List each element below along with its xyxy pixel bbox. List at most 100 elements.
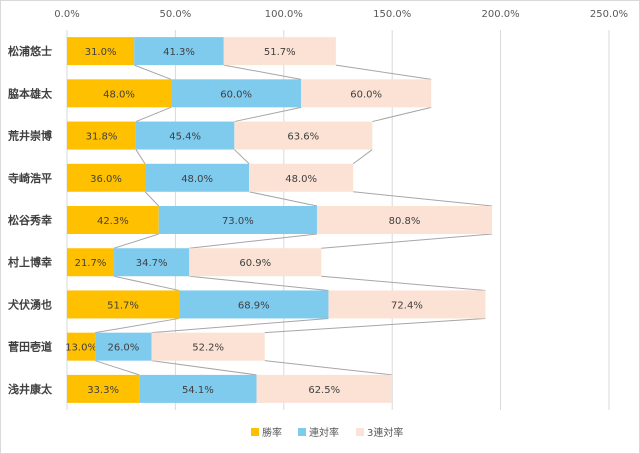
bar-segment [135, 121, 235, 150]
data-label: 34.7% [136, 258, 168, 269]
data-label: 60.0% [220, 89, 252, 100]
series-line [113, 233, 159, 249]
series-line [135, 106, 172, 123]
bar-segment [67, 37, 135, 66]
data-label: 48.0% [103, 89, 135, 100]
x-tick-label: 0.0% [54, 9, 79, 20]
x-tick-label: 150.0% [373, 9, 411, 20]
legend-label: 勝率 [262, 426, 282, 439]
legend-swatch [298, 428, 306, 436]
series-line [249, 191, 318, 207]
bar-segment [158, 206, 317, 234]
bar-segment [171, 79, 302, 108]
data-label: 48.0% [181, 174, 213, 185]
series-line [353, 191, 493, 207]
data-label: 62.5% [308, 385, 340, 396]
series-line [189, 233, 318, 249]
category-label: 脇本雄太 [8, 86, 53, 100]
x-tick-label: 200.0% [482, 9, 520, 20]
bar-segment [139, 374, 257, 403]
bar-segment [316, 206, 493, 234]
bar-segment [67, 121, 136, 150]
category-label: 犬伏湧也 [8, 297, 52, 311]
data-label: 41.3% [163, 47, 195, 58]
series-line [95, 360, 140, 376]
data-label: 72.4% [391, 300, 423, 311]
series-line [113, 275, 180, 291]
data-label: 31.8% [86, 132, 118, 143]
series-line [264, 317, 486, 334]
data-label: 13.0% [65, 343, 97, 354]
series-line [335, 64, 432, 80]
bar-segment [67, 290, 180, 319]
bar-segment [134, 37, 224, 66]
bar-segment [179, 290, 329, 319]
series-line [372, 106, 432, 123]
series-line [151, 317, 329, 334]
data-label: 80.8% [389, 216, 421, 227]
series-line [321, 233, 493, 249]
data-label: 42.3% [97, 216, 129, 227]
data-label: 63.6% [287, 132, 319, 143]
category-label: 村上博幸 [8, 255, 52, 269]
data-label: 26.0% [107, 343, 139, 354]
bar-segment [234, 121, 373, 150]
series-line [264, 360, 393, 376]
x-tick-label: 100.0% [265, 9, 303, 20]
series-line [223, 64, 302, 80]
data-label: 60.9% [239, 258, 271, 269]
data-label: 31.0% [85, 47, 117, 58]
data-label: 45.4% [169, 132, 201, 143]
legend-label: 連対率 [309, 426, 339, 439]
bar-segment [67, 206, 159, 234]
category-label: 菅田壱道 [8, 340, 52, 354]
bar-segment [95, 332, 152, 361]
x-tick-label: 250.0% [590, 9, 628, 20]
category-label: 松谷秀幸 [8, 213, 52, 227]
bar-segment [67, 332, 96, 361]
category-label: 荒井崇博 [7, 129, 52, 143]
bar-segment [67, 163, 146, 192]
x-tick-label: 50.0% [160, 9, 192, 20]
data-label: 54.1% [182, 385, 214, 396]
category-label: 浅井康太 [8, 382, 53, 396]
data-label: 68.9% [238, 300, 270, 311]
bar-segment [151, 332, 265, 361]
bar-segment [249, 163, 354, 192]
bar-segment [67, 248, 115, 277]
legend-swatch [251, 428, 259, 436]
series-line [95, 317, 180, 334]
series-line [151, 360, 257, 376]
bar-segment [114, 248, 190, 277]
series-line [321, 275, 486, 291]
bar-segment [301, 79, 432, 108]
series-line [189, 275, 329, 291]
bar-segment [67, 374, 140, 403]
bar-segment [256, 374, 392, 403]
legend-swatch [356, 428, 364, 436]
series-line [352, 149, 373, 165]
data-label: 52.2% [192, 343, 224, 354]
series-line [144, 191, 160, 207]
data-label: 21.7% [75, 258, 107, 269]
bar-segment [189, 248, 322, 277]
series-line [234, 149, 250, 165]
data-label: 60.0% [350, 89, 382, 100]
bar-segment [67, 79, 172, 108]
bar-segment [328, 290, 486, 319]
bar-segment [223, 37, 336, 66]
bar-segment [145, 163, 250, 192]
series-line [135, 149, 146, 165]
category-label: 松浦悠士 [8, 44, 52, 58]
data-label: 33.3% [87, 385, 119, 396]
series-line [234, 106, 302, 123]
legend-label: 3連対率 [367, 426, 403, 439]
data-label: 36.0% [90, 174, 122, 185]
category-label: 寺崎浩平 [8, 171, 52, 185]
data-label: 51.7% [264, 47, 296, 58]
series-line [134, 64, 172, 80]
data-label: 48.0% [285, 174, 317, 185]
data-label: 73.0% [222, 216, 254, 227]
data-label: 51.7% [107, 300, 139, 311]
